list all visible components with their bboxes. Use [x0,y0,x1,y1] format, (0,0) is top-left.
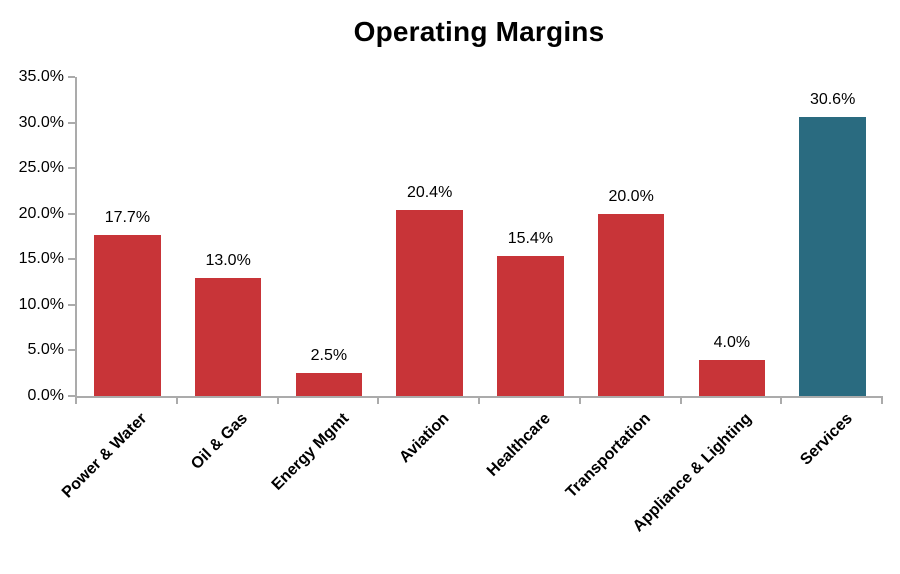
bar-value-label: 20.0% [608,187,654,205]
x-axis-tick [881,396,883,404]
y-axis-tick [68,76,75,78]
bar-slot: 30.6% [782,77,883,396]
bar-slot: 15.4% [480,77,581,396]
bar-slot: 20.0% [581,77,682,396]
bar [94,234,161,396]
bar-series: 17.7% 13.0% 2.5% 20.4% 15.4% 20.0% 4.0% 30.6% [77,77,883,396]
x-tick-label: Healthcare [483,410,554,480]
bar-value-label: 4.0% [713,333,751,351]
x-axis-tick [75,396,77,404]
y-tick-label: 10.0% [18,295,64,313]
x-axis-tick [377,396,380,404]
y-axis-tick [68,349,75,352]
y-axis-tick [68,167,75,170]
bar [295,373,363,396]
y-tick-label: 5.0% [27,341,64,359]
y-axis-tick [68,212,75,215]
y-tick-label: 35.0% [18,68,64,85]
x-tick-label: Energy Mgmt [268,410,352,494]
x-tick-label: Appliance & Lighting [629,410,755,536]
x-axis: Power & Water Oil & Gas Energy Mgmt Aviatio… [59,410,881,570]
bar [194,277,262,396]
y-tick-label: 30.0% [18,113,64,131]
plot-area: 17.7% 13.0% 2.5% 20.4% 15.4% 20.0% 4.0% 30.6% [68,76,883,404]
x-tick-label: Services [797,410,856,469]
bar-slot: 2.5% [279,77,380,396]
x-axis-tick [679,396,682,404]
y-axis: 35.0% 30.0% 25.0% 20.0% 15.0% 10.0% 5.0% 0.0% [0,68,64,404]
y-tick-label: 0.0% [27,387,64,404]
y-axis-tick [68,258,75,261]
x-axis-tick [578,396,581,404]
bar [497,255,564,396]
bar-value-label: 13.0% [205,251,251,269]
bar-slot: 13.0% [178,77,279,396]
y-tick-label: 15.0% [18,250,64,268]
bar [396,210,463,396]
chart-title: Operating Margins [353,16,605,47]
bar [698,359,766,396]
bar-slot: 4.0% [682,77,783,396]
bar-value-label: 15.4% [507,229,554,247]
bar-value-label: 20.4% [406,184,453,202]
x-axis-tick [175,396,178,404]
y-axis-tick [68,395,75,397]
y-tick-label: 20.0% [18,204,64,222]
y-axis-tick [68,121,75,124]
x-tick-label: Transportation [562,410,655,502]
x-tick-label: Oil & Gas [188,410,252,473]
y-axis-tick [68,303,75,306]
bar-slot: 17.7% [77,77,178,396]
y-tick-label: 25.0% [18,159,64,177]
bar-value-label: 30.6% [809,91,856,109]
bar-slot: 20.4% [379,77,480,396]
x-axis-tick [478,396,480,404]
bar-value-label: 2.5% [310,347,348,365]
x-tick-label: Aviation [396,410,453,467]
x-axis-tick [276,396,279,404]
x-axis-tick [780,396,783,404]
bar-value-label: 17.7% [104,208,151,226]
x-tick-label: Power & Water [58,410,151,502]
bar [597,213,665,396]
bar [799,117,866,396]
